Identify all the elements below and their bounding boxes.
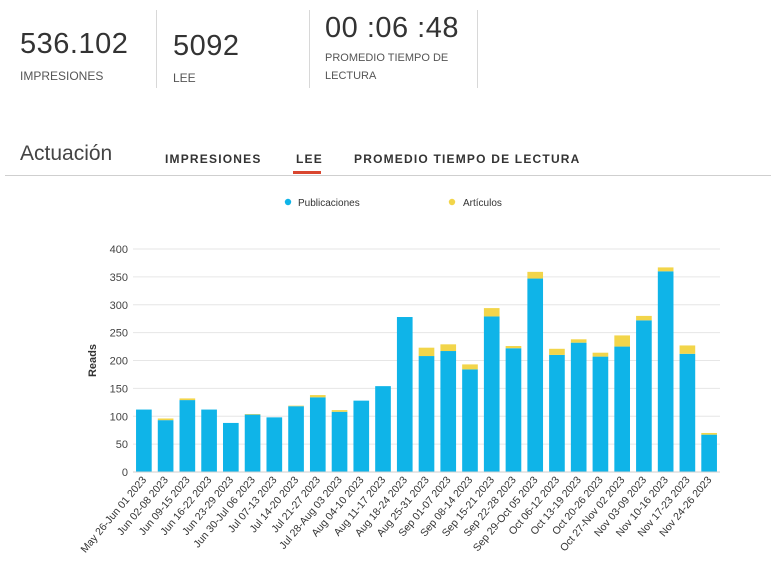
read-time-stat: 00 :06 :48 PROMEDIO TIEMPO DE LECTURA xyxy=(325,12,465,90)
bar-publicaciones xyxy=(331,411,348,472)
legend-dot xyxy=(448,198,456,206)
bar-articulos xyxy=(527,271,544,279)
bar-articulos xyxy=(157,418,174,421)
y-tick-label: 0 xyxy=(122,467,128,479)
bar-articulos xyxy=(636,315,652,321)
bar-articulos xyxy=(701,432,717,435)
reads-stat: 5092 LEE xyxy=(173,30,240,108)
bar-publicaciones xyxy=(418,356,435,472)
legend-dot xyxy=(284,198,292,206)
bar-articulos xyxy=(570,339,587,343)
bar-publicaciones xyxy=(440,351,457,472)
bar-publicaciones xyxy=(266,417,283,472)
section-divider xyxy=(5,175,771,176)
stat-divider xyxy=(156,10,157,88)
bar-publicaciones xyxy=(701,434,717,472)
bar-publicaciones xyxy=(549,354,565,472)
y-tick-label: 400 xyxy=(110,244,128,256)
bar-articulos xyxy=(288,405,304,407)
bar-articulos xyxy=(592,352,609,357)
bar-publicaciones xyxy=(483,316,500,472)
bar-publicaciones xyxy=(309,397,326,472)
bar-publicaciones xyxy=(136,409,152,472)
tab-promedio-tiempo[interactable]: PROMEDIO TIEMPO DE LECTURA xyxy=(354,152,581,166)
bar-publicaciones xyxy=(636,320,652,472)
bar-publicaciones xyxy=(201,409,217,472)
bar-publicaciones xyxy=(614,346,630,472)
legend-label: Publicaciones xyxy=(298,198,360,209)
bar-articulos xyxy=(614,335,630,347)
bar-articulos xyxy=(440,344,457,352)
bar-articulos xyxy=(505,346,522,349)
stat-divider xyxy=(309,10,310,88)
bar-articulos xyxy=(462,364,478,370)
read-time-value: 00 :06 :48 xyxy=(325,12,459,44)
tab-lee[interactable]: LEE xyxy=(296,152,323,166)
bar-publicaciones xyxy=(396,317,413,472)
reads-value: 5092 xyxy=(173,30,240,62)
section-title: Actuación xyxy=(20,142,113,165)
bar-articulos xyxy=(331,410,348,412)
bar-publicaciones xyxy=(592,356,609,472)
bar-publicaciones xyxy=(505,348,522,472)
legend-label: Artículos xyxy=(463,198,502,209)
bar-publicaciones xyxy=(375,386,391,472)
read-time-label: PROMEDIO TIEMPO DE LECTURA xyxy=(325,52,449,82)
bar-articulos xyxy=(483,308,500,317)
y-tick-label: 150 xyxy=(110,383,128,395)
bar-publicaciones xyxy=(288,406,304,472)
tab-impresiones[interactable]: IMPRESIONES xyxy=(165,152,262,166)
bar-articulos xyxy=(179,398,196,401)
impressions-stat: 536.102 IMPRESIONES xyxy=(20,28,128,106)
bar-publicaciones xyxy=(353,400,370,472)
bar-articulos xyxy=(679,345,696,354)
y-tick-label: 350 xyxy=(110,272,128,284)
bar-publicaciones xyxy=(157,420,174,472)
impressions-value: 536.102 xyxy=(20,28,129,60)
y-tick-label: 250 xyxy=(110,328,128,340)
bar-articulos xyxy=(309,395,326,398)
bar-publicaciones xyxy=(244,414,261,472)
y-tick-label: 50 xyxy=(116,439,128,451)
stats-bar: 536.102 IMPRESIONES 5092 LEE 00 :06 :48 … xyxy=(0,0,772,100)
bar-articulos xyxy=(244,414,261,415)
bar-publicaciones xyxy=(179,400,196,472)
bar-publicaciones xyxy=(223,422,239,472)
y-axis-label: Reads xyxy=(87,344,99,377)
bar-publicaciones xyxy=(527,278,544,472)
stat-divider xyxy=(477,10,478,88)
bar-articulos xyxy=(418,347,435,357)
y-tick-label: 200 xyxy=(110,356,128,368)
impressions-label: IMPRESIONES xyxy=(20,69,104,83)
y-tick-label: 300 xyxy=(110,300,128,312)
bar-articulos xyxy=(549,348,565,355)
bar-articulos xyxy=(657,267,674,272)
reads-label: LEE xyxy=(173,71,196,85)
bar-publicaciones xyxy=(657,271,674,472)
active-tab-indicator xyxy=(293,171,321,174)
bar-publicaciones xyxy=(679,353,696,472)
y-tick-label: 100 xyxy=(110,411,128,423)
bar-publicaciones xyxy=(462,369,478,472)
bar-publicaciones xyxy=(570,342,587,472)
